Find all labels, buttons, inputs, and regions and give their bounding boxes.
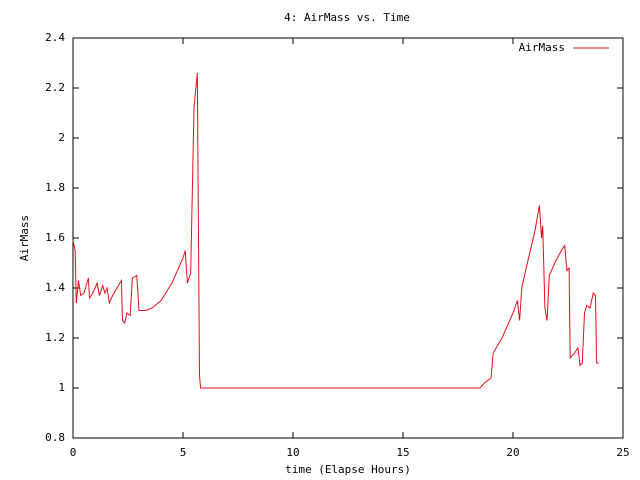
y-tick-label: 2 bbox=[58, 131, 65, 144]
y-tick-label: 1.4 bbox=[45, 281, 65, 294]
y-tick-label: 1.6 bbox=[45, 231, 65, 244]
x-axis-label: time (Elapse Hours) bbox=[285, 463, 411, 476]
y-tick-label: 2.4 bbox=[45, 31, 65, 44]
y-tick-label: 2.2 bbox=[45, 81, 65, 94]
x-tick-label: 5 bbox=[180, 446, 187, 459]
chart-title: 4: AirMass vs. Time bbox=[284, 11, 410, 24]
y-tick-label: 1 bbox=[58, 381, 65, 394]
x-tick-label: 20 bbox=[506, 446, 519, 459]
data-line bbox=[72, 72, 599, 389]
y-tick-label: 1.2 bbox=[45, 331, 65, 344]
x-tick-label: 15 bbox=[396, 446, 409, 459]
plot-frame bbox=[72, 37, 624, 439]
y-tick-label: 1.8 bbox=[45, 181, 65, 194]
legend-label: AirMass bbox=[519, 41, 565, 54]
y-tick-label: 0.8 bbox=[45, 431, 65, 444]
y-axis-label: AirMass bbox=[18, 215, 31, 261]
x-tick-label: 10 bbox=[286, 446, 299, 459]
x-tick-label: 0 bbox=[70, 446, 77, 459]
x-tick-label: 25 bbox=[616, 446, 629, 459]
